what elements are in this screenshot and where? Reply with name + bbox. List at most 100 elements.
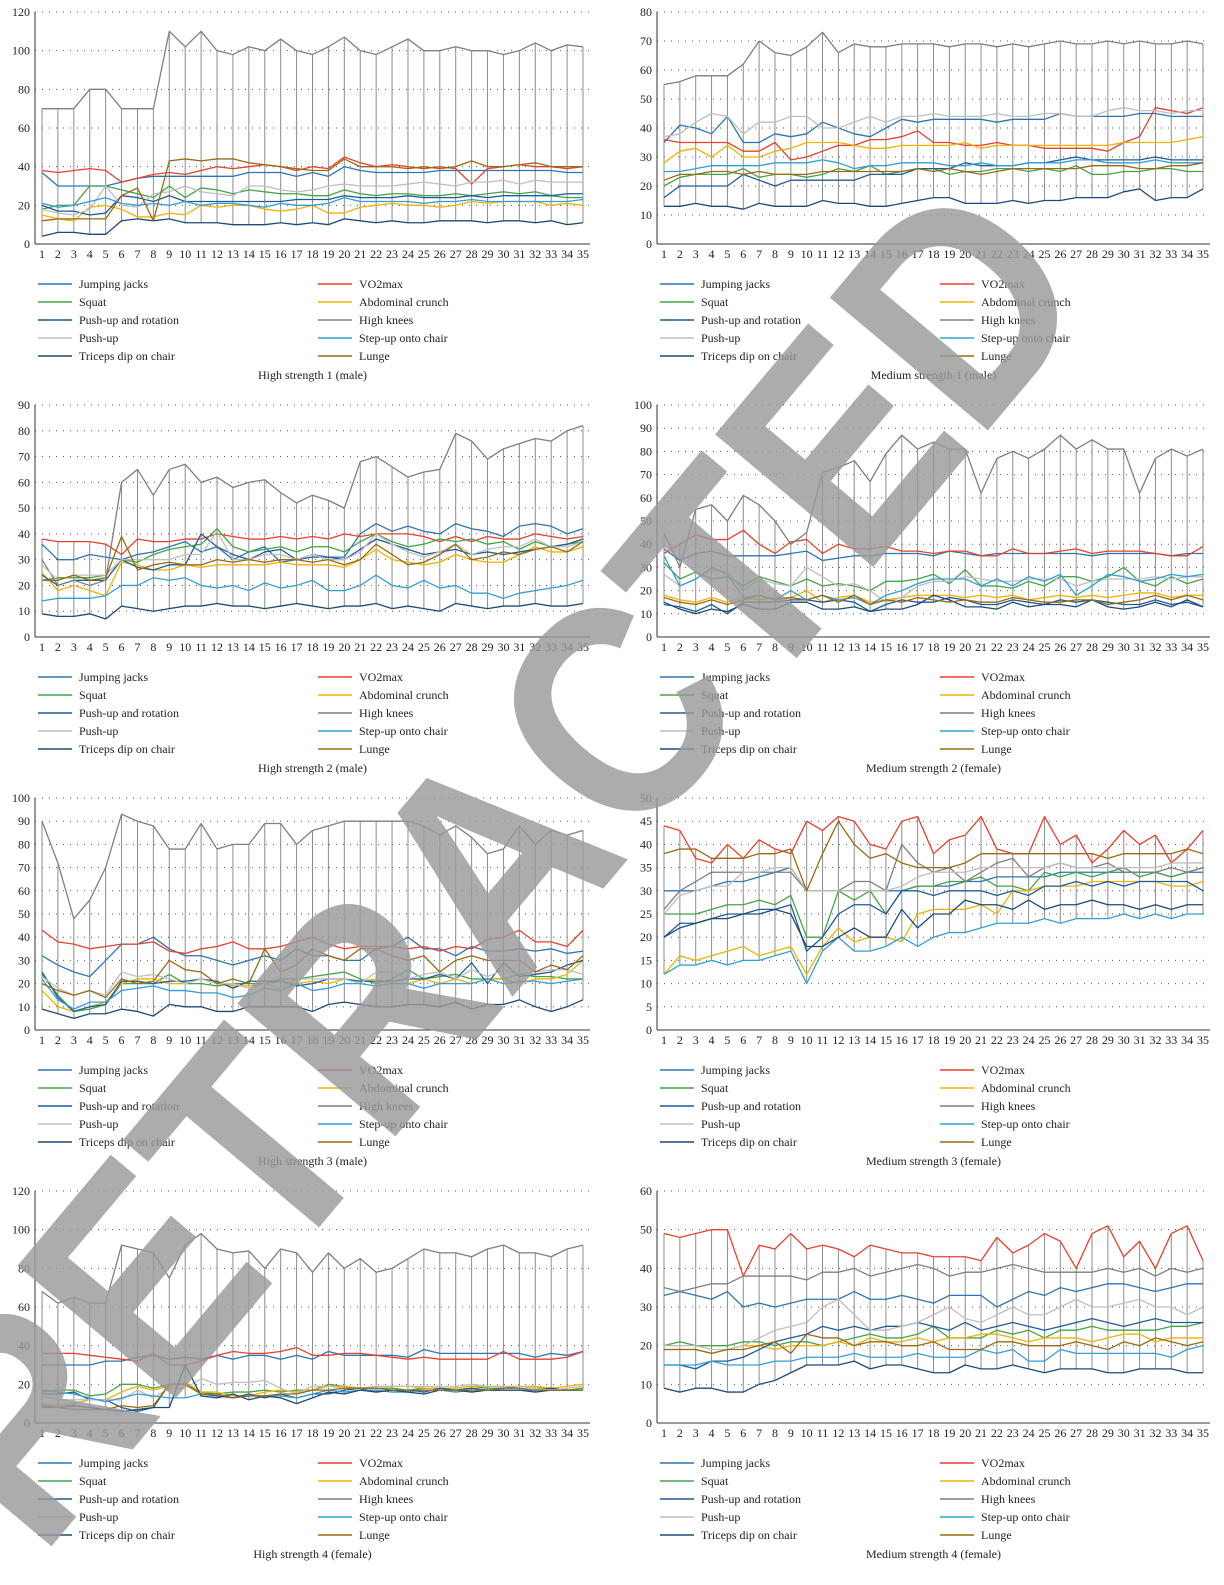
y-tick-label: 45 (640, 814, 652, 828)
y-tick-label: 70 (18, 861, 30, 875)
x-tick-label: 24 (402, 640, 414, 654)
y-tick-label: 20 (18, 198, 30, 212)
x-tick-label: 14 (243, 640, 255, 654)
y-tick-label: 5 (646, 1000, 652, 1014)
series-line (41, 1377, 584, 1401)
series-line (664, 1298, 1204, 1351)
legend-label: High knees (981, 1492, 1036, 1506)
x-tick-label: 30 (497, 640, 509, 654)
x-tick-label: 13 (227, 1033, 239, 1047)
x-tick-label: 7 (134, 247, 140, 261)
x-tick-label: 29 (1102, 1426, 1114, 1440)
x-tick-label: 35 (1197, 640, 1209, 654)
y-tick-label: 50 (640, 1223, 652, 1237)
y-tick-label: 60 (18, 475, 30, 489)
x-tick-label: 14 (243, 1426, 255, 1440)
x-tick-label: 4 (709, 1426, 715, 1440)
y-tick-label: 10 (640, 977, 652, 991)
legend-label: Step-up onto chair (359, 331, 448, 345)
x-tick-label: 24 (1023, 1033, 1035, 1047)
x-tick-label: 18 (307, 247, 319, 261)
legend-label: Step-up onto chair (981, 331, 1070, 345)
series-line (663, 880, 1204, 975)
legend-label: Step-up onto chair (359, 724, 448, 738)
x-tick-label: 27 (1070, 640, 1082, 654)
x-tick-label: 24 (1023, 640, 1035, 654)
series-line (42, 30, 584, 110)
x-tick-label: 13 (227, 640, 239, 654)
series-line (663, 529, 1204, 557)
series-line (41, 959, 584, 1013)
x-tick-label: 7 (756, 1426, 762, 1440)
legend-label: Triceps dip on chair (701, 1528, 797, 1542)
y-tick-label: 80 (18, 837, 30, 851)
x-tick-label: 9 (166, 1033, 172, 1047)
x-tick-label: 31 (1134, 1426, 1146, 1440)
x-tick-label: 29 (482, 1426, 494, 1440)
x-tick-label: 9 (788, 640, 794, 654)
x-tick-label: 35 (577, 1033, 589, 1047)
x-tick-label: 1 (661, 640, 667, 654)
x-tick-label: 6 (740, 640, 746, 654)
legend-label: Lunge (359, 1135, 390, 1149)
y-tick-label: 100 (12, 791, 30, 805)
x-tick-label: 21 (975, 1426, 987, 1440)
series-line (41, 533, 584, 556)
chart-caption: Medium strength 3 (female) (866, 1154, 1001, 1168)
x-tick-label: 10 (179, 247, 191, 261)
x-tick-label: 25 (418, 247, 430, 261)
legend-label: Jumping jacks (701, 1063, 770, 1077)
x-tick-label: 33 (545, 1426, 557, 1440)
x-tick-label: 9 (166, 247, 172, 261)
series-line (663, 31, 1204, 86)
x-tick-label: 1 (661, 1033, 667, 1047)
chart-caption: Medium strength 4 (female) (866, 1547, 1001, 1561)
legend-label: Abdominal crunch (981, 1474, 1071, 1488)
x-tick-label: 10 (179, 640, 191, 654)
series-line (41, 1232, 584, 1304)
x-tick-label: 4 (87, 1033, 93, 1047)
x-tick-label: 1 (661, 1426, 667, 1440)
x-tick-label: 12 (211, 1426, 223, 1440)
x-tick-label: 32 (529, 247, 541, 261)
legend-label: Push-up (79, 1510, 118, 1524)
x-tick-label: 29 (482, 640, 494, 654)
series-line (663, 107, 1203, 138)
series-line (41, 185, 583, 210)
legend-label: Push-up (79, 1117, 118, 1131)
x-tick-label: 4 (87, 1426, 93, 1440)
series-line (41, 193, 583, 216)
x-tick-label: 3 (71, 1033, 77, 1047)
legend-label: High knees (359, 1099, 414, 1113)
x-tick-label: 5 (103, 640, 109, 654)
x-tick-label: 33 (545, 247, 557, 261)
x-tick-label: 27 (1070, 1426, 1082, 1440)
series-line (41, 999, 584, 1020)
y-tick-label: 120 (12, 1184, 30, 1198)
x-tick-label: 15 (880, 247, 892, 261)
x-tick-label: 34 (1181, 1033, 1193, 1047)
x-tick-label: 34 (561, 247, 573, 261)
x-tick-label: 2 (677, 247, 683, 261)
x-tick-label: 1 (661, 247, 667, 261)
x-tick-label: 13 (848, 247, 860, 261)
x-tick-label: 19 (322, 1426, 334, 1440)
x-tick-label: 5 (724, 1426, 730, 1440)
y-tick-label: 60 (18, 884, 30, 898)
legend-label: VO2max (359, 1456, 403, 1470)
x-tick-label: 7 (756, 1033, 762, 1047)
x-tick-label: 15 (259, 1033, 271, 1047)
x-tick-label: 17 (291, 247, 303, 261)
legend-label: Triceps dip on chair (79, 1135, 175, 1149)
legend-label: Abdominal crunch (359, 688, 449, 702)
x-tick-label: 25 (418, 1426, 430, 1440)
x-tick-label: 23 (386, 640, 398, 654)
x-tick-label: 4 (87, 640, 93, 654)
x-tick-label: 27 (450, 1426, 462, 1440)
x-tick-label: 8 (150, 1426, 156, 1440)
x-tick-label: 15 (259, 247, 271, 261)
